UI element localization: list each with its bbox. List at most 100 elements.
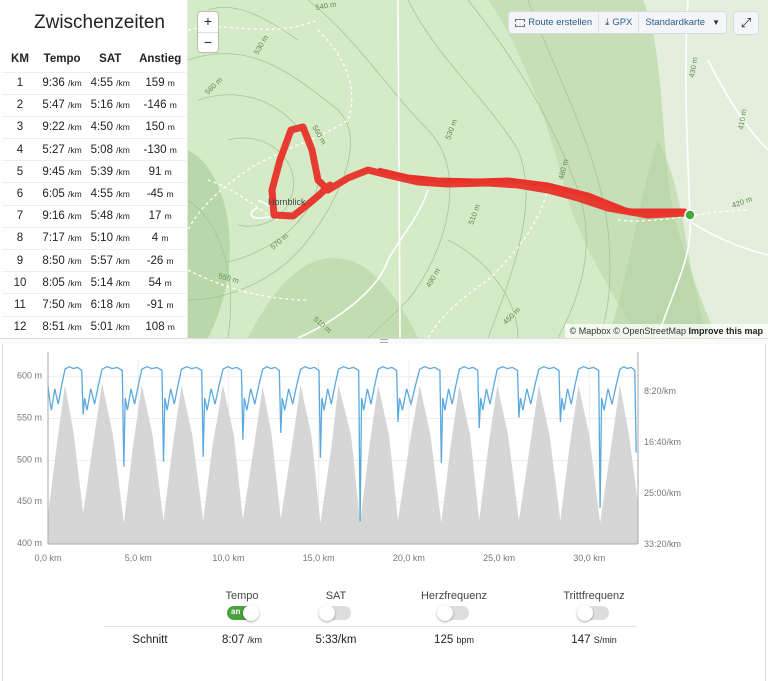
cell-anstieg: 17 m [134, 204, 186, 228]
y-left-tick-label: 600 m [17, 371, 42, 381]
download-icon: ⤓ [605, 17, 610, 28]
toggle-tempo[interactable]: Tempo an [182, 590, 302, 623]
gpx-download-button[interactable]: ⤓ GPX [599, 12, 640, 33]
zoom-in-button[interactable]: + [203, 13, 213, 29]
cell-km: 3 [2, 115, 38, 139]
cell-tempo: 9:36 /km [38, 71, 87, 95]
cell-tempo: 9:16 /km [38, 204, 87, 228]
cell-km: 6 [2, 182, 38, 206]
cell-sat: 5:01 /km [86, 315, 135, 339]
table-row[interactable]: 7 9:16 /km 5:48 /km 17 m [2, 204, 186, 228]
cell-km: 1 [2, 71, 38, 95]
y-right-tick-label: 16:40/km [644, 437, 681, 447]
cell-anstieg: 4 m [134, 226, 186, 250]
table-row[interactable]: 10 8:05 /km 5:14 /km 54 m [2, 271, 186, 294]
pace-line [47, 365, 637, 522]
cell-sat: 4:50 /km [86, 115, 135, 139]
table-row[interactable]: 3 9:22 /km 4:50 /km 150 m [2, 115, 186, 139]
toggle-label: SAT [325, 590, 347, 602]
cell-sat: 4:55 /km [86, 182, 135, 206]
toggle-trittfrequenz[interactable]: Trittfrequenz [534, 590, 654, 623]
toggle-switch[interactable] [437, 605, 469, 621]
table-row[interactable]: 4 5:27 /km 5:08 /km -130 m [2, 138, 186, 161]
table-row[interactable]: 12 8:51 /km 5:01 /km 108 m [2, 315, 186, 339]
cell-anstieg: -91 m [134, 293, 186, 317]
improve-map-link[interactable]: Improve this map [688, 326, 763, 336]
y-left-tick-label: 500 m [17, 454, 42, 464]
cell-tempo: 9:22 /km [38, 115, 87, 139]
cell-sat: 5:16 /km [86, 93, 135, 117]
toggle-herzfrequenz[interactable]: Herzfrequenz [394, 590, 514, 623]
start-marker [684, 209, 696, 221]
table-row[interactable]: 2 5:47 /km 5:16 /km -146 m [2, 93, 186, 117]
avg-sat: 5:33/km [315, 634, 357, 646]
cell-anstieg: 54 m [134, 271, 186, 294]
cell-anstieg: -130 m [134, 138, 186, 161]
x-tick-label: 0,0 km [34, 553, 61, 563]
map-canvas[interactable]: 540 m 530 m 560 m 560 m 550 m 570 m 510 … [188, 0, 768, 338]
forest-area [188, 150, 230, 338]
x-tick-label: 15,0 km [303, 553, 335, 563]
route-create-label: Route erstellen [528, 17, 593, 28]
contour-label: 430 m [687, 56, 699, 78]
roads [250, 0, 768, 338]
cell-tempo: 9:45 /km [38, 160, 87, 183]
table-row[interactable]: 5 9:45 /km 5:39 /km 91 m [2, 160, 186, 183]
map-attribution: © Mapbox © OpenStreetMap Improve this ma… [564, 324, 768, 338]
map-style-label: Standardkarte [645, 17, 706, 28]
chart-panel [2, 344, 766, 681]
avg-tempo: 8:07 /km [221, 634, 263, 646]
cell-sat: 5:08 /km [86, 138, 135, 161]
toggle-label: Tempo [225, 590, 259, 602]
y-left-tick-label: 400 m [17, 538, 42, 548]
zoom-out-button[interactable]: − [198, 32, 218, 52]
cell-sat: 5:39 /km [86, 160, 135, 183]
table-row[interactable]: 8 7:17 /km 5:10 /km 4 m [2, 226, 186, 250]
divider [104, 626, 636, 627]
col-sat: SAT [99, 52, 122, 65]
route-create-button[interactable]: Route erstellen [509, 12, 600, 33]
toggle-switch[interactable]: an [227, 605, 259, 621]
gpx-track [268, 123, 690, 220]
toggle-switch[interactable] [319, 605, 351, 621]
cell-km: 8 [2, 226, 38, 250]
table-row[interactable]: 9 8:50 /km 5:57 /km -26 m [2, 248, 186, 272]
col-tempo: Tempo [43, 52, 81, 65]
splits-panel: Zwischenzeiten KM Tempo SAT Anstieg 1 9:… [0, 0, 188, 339]
cell-sat: 5:10 /km [86, 226, 135, 250]
contour-label: 410 m [736, 108, 748, 130]
map-toolbar: Route erstellen ⤓ GPX Standardkarte ▼ [509, 12, 726, 33]
place-label: Hornblick [268, 197, 306, 207]
x-tick-label: 30,0 km [573, 553, 605, 563]
elevation-pace-chart[interactable]: 400 m 450 m 500 m 550 m 600 m 0,0 km 5,0 km 10,… [0, 345, 768, 567]
table-row[interactable]: 11 7:50 /km 6:18 /km -91 m [2, 293, 186, 317]
mapbox-link[interactable]: © Mapbox [569, 326, 611, 336]
y-right-tick-label: 8:20/km [644, 386, 676, 396]
cell-km: 4 [2, 138, 38, 161]
cell-sat: 5:14 /km [86, 271, 135, 294]
toggle-switch[interactable] [577, 605, 609, 621]
cell-sat: 4:55 /km [86, 71, 135, 95]
y-left-tick-label: 450 m [17, 496, 42, 506]
y-left-tick-label: 550 m [17, 413, 42, 423]
cell-anstieg: 108 m [134, 315, 186, 339]
splits-title: Zwischenzeiten [0, 0, 187, 46]
x-tick-label: 20,0 km [393, 553, 425, 563]
table-row[interactable]: 1 9:36 /km 4:55 /km 159 m [2, 71, 186, 95]
map[interactable]: 540 m 530 m 560 m 560 m 550 m 570 m 510 … [188, 0, 768, 338]
avg-cadence: 147 S/min [571, 634, 617, 646]
cell-anstieg: -26 m [134, 248, 186, 272]
osm-link[interactable]: © OpenStreetMap [613, 326, 686, 336]
cell-sat: 5:48 /km [86, 204, 135, 228]
resize-handle[interactable] [0, 338, 768, 344]
x-tick-label: 25,0 km [483, 553, 515, 563]
cell-anstieg: 159 m [134, 71, 186, 95]
map-style-select[interactable]: Standardkarte ▼ [639, 12, 726, 33]
cell-km: 5 [2, 160, 38, 183]
toggle-label: Trittfrequenz [563, 590, 625, 602]
toggle-on-text: an [231, 607, 241, 616]
grip-icon [380, 339, 388, 343]
fullscreen-button[interactable]: ⤢ [734, 12, 758, 34]
table-row[interactable]: 6 6:05 /km 4:55 /km -45 m [2, 182, 186, 206]
toggle-sat[interactable]: SAT [276, 590, 396, 623]
